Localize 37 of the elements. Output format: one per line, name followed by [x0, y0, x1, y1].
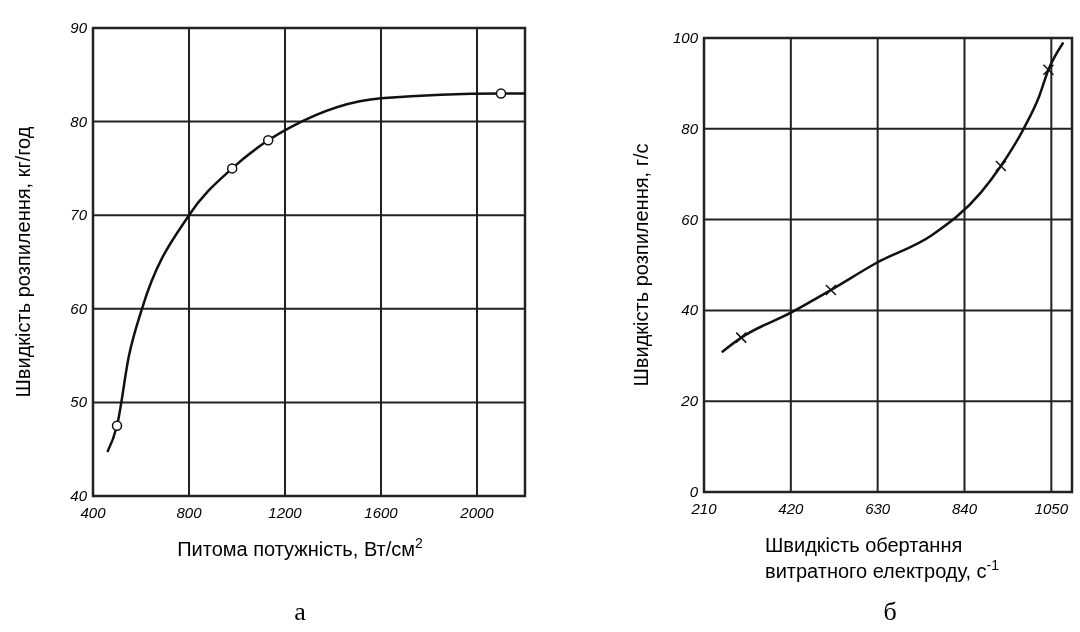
y-tick-label: 100	[672, 29, 699, 46]
x-tick-label: 840	[951, 500, 978, 517]
y-axis-title: Швидкість розпилення, кг/год	[12, 126, 34, 398]
point	[735, 331, 747, 344]
point	[495, 88, 507, 99]
x-tick-label: 420	[778, 500, 804, 517]
x-tick-label: 630	[865, 500, 891, 517]
y-tick-label: 70	[70, 206, 88, 224]
y-tick-label: 60	[681, 210, 699, 228]
y-tick-label: 40	[681, 301, 699, 319]
y-tick-label: 90	[70, 19, 88, 36]
x-axis-title: Швидкість обертання витратного електроду, с$^{-1}$	[765, 534, 1000, 582]
y-tick-label: 80	[681, 119, 699, 137]
x-tick-label: 210	[690, 500, 718, 517]
x-tick-label: 800	[176, 504, 203, 521]
y-tick-label: 0	[689, 483, 699, 500]
y-tick-label: 60	[70, 299, 88, 317]
text: а	[294, 597, 307, 626]
y-tick-label: 80	[70, 112, 88, 130]
x-tick-label: 2000	[459, 504, 495, 521]
point	[262, 135, 274, 146]
line-series	[720, 41, 1065, 354]
point	[226, 163, 238, 174]
x-tick-label: 1050	[1034, 500, 1069, 517]
y-tick-label: 20	[680, 392, 699, 410]
point	[995, 160, 1007, 172]
point	[1042, 64, 1055, 76]
y-axis-title: Швидкість розпилення, г/с	[630, 143, 652, 387]
point	[111, 420, 123, 432]
y-tick-label: 50	[70, 393, 88, 411]
x-tick-label: 1600	[364, 504, 399, 521]
x-axis-title: Питома потужність, Вт/см$^{2}$	[177, 535, 424, 560]
x-tick-label: 400	[80, 504, 107, 521]
y-tick-label: 40	[70, 487, 88, 504]
x-tick-label: 1200	[268, 504, 303, 521]
point	[825, 284, 837, 296]
text: б	[883, 597, 897, 626]
